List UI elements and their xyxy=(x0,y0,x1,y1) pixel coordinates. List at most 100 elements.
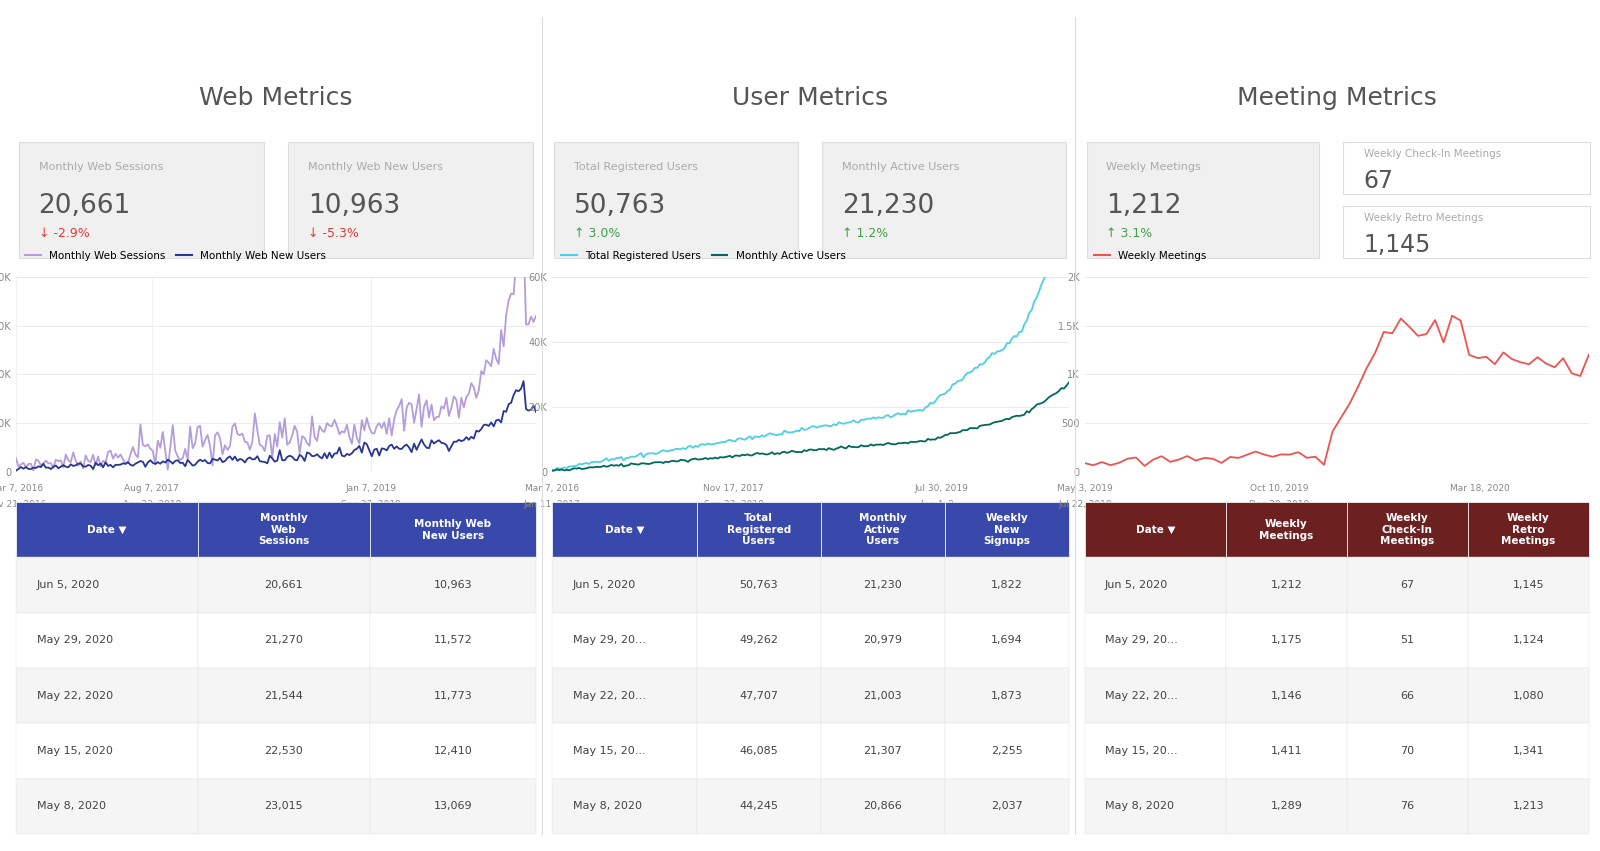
Text: 20,866: 20,866 xyxy=(864,802,902,811)
Text: Dec 29, 2019: Dec 29, 2019 xyxy=(1250,500,1310,509)
Text: 22,530: 22,530 xyxy=(264,746,302,756)
FancyBboxPatch shape xyxy=(821,502,944,557)
Text: May 29, 2020: May 29, 2020 xyxy=(37,636,114,645)
Text: 13,069: 13,069 xyxy=(434,802,472,811)
Text: 1,694: 1,694 xyxy=(990,636,1022,645)
FancyBboxPatch shape xyxy=(1467,613,1589,668)
FancyBboxPatch shape xyxy=(370,779,536,834)
FancyBboxPatch shape xyxy=(1467,779,1589,834)
Text: 51: 51 xyxy=(1400,636,1414,645)
FancyBboxPatch shape xyxy=(944,779,1069,834)
FancyBboxPatch shape xyxy=(821,668,944,723)
Text: Weekly Meetings: Weekly Meetings xyxy=(1106,162,1202,172)
FancyBboxPatch shape xyxy=(1344,206,1590,259)
Text: Meeting Metrics: Meeting Metrics xyxy=(1237,86,1437,110)
FancyBboxPatch shape xyxy=(1467,668,1589,723)
FancyBboxPatch shape xyxy=(696,502,821,557)
Text: ↓ -5.3%: ↓ -5.3% xyxy=(309,227,358,241)
FancyBboxPatch shape xyxy=(370,502,536,557)
FancyBboxPatch shape xyxy=(1347,723,1467,779)
Text: Sep 23, 2018: Sep 23, 2018 xyxy=(704,500,763,509)
FancyBboxPatch shape xyxy=(1085,557,1226,613)
Text: 67: 67 xyxy=(1363,168,1394,192)
FancyBboxPatch shape xyxy=(944,613,1069,668)
FancyBboxPatch shape xyxy=(944,557,1069,613)
Text: 1,124: 1,124 xyxy=(1512,636,1544,645)
Text: Nov 17, 2017: Nov 17, 2017 xyxy=(704,484,763,493)
FancyBboxPatch shape xyxy=(696,668,821,723)
Text: Total
Registered
Users: Total Registered Users xyxy=(726,513,790,546)
FancyBboxPatch shape xyxy=(198,613,370,668)
FancyBboxPatch shape xyxy=(16,668,198,723)
FancyBboxPatch shape xyxy=(198,502,370,557)
Text: Weekly
Check-In
Meetings: Weekly Check-In Meetings xyxy=(1381,513,1435,546)
FancyBboxPatch shape xyxy=(1347,668,1467,723)
FancyBboxPatch shape xyxy=(822,141,1066,259)
FancyBboxPatch shape xyxy=(370,668,536,723)
Text: 49,262: 49,262 xyxy=(739,636,778,645)
Text: Weekly Retro Meetings: Weekly Retro Meetings xyxy=(1363,214,1483,223)
Text: May 3, 2019: May 3, 2019 xyxy=(1058,484,1112,493)
Text: May 15, 20...: May 15, 20... xyxy=(1106,746,1178,756)
Text: 20,661: 20,661 xyxy=(38,193,131,219)
Text: 2,037: 2,037 xyxy=(990,802,1022,811)
Text: May 8, 2020: May 8, 2020 xyxy=(37,802,106,811)
FancyBboxPatch shape xyxy=(1347,779,1467,834)
Text: 44,245: 44,245 xyxy=(739,802,778,811)
FancyBboxPatch shape xyxy=(1347,502,1467,557)
Text: 11,773: 11,773 xyxy=(434,691,472,700)
Text: 21,230: 21,230 xyxy=(864,580,902,590)
Text: 1,145: 1,145 xyxy=(1512,580,1544,590)
Text: 1,411: 1,411 xyxy=(1270,746,1302,756)
FancyBboxPatch shape xyxy=(370,557,536,613)
FancyBboxPatch shape xyxy=(1467,502,1589,557)
FancyBboxPatch shape xyxy=(1085,723,1226,779)
Text: May 29, 20...: May 29, 20... xyxy=(1106,636,1178,645)
FancyBboxPatch shape xyxy=(1085,613,1226,668)
Text: Monthly Web
New Users: Monthly Web New Users xyxy=(414,519,491,540)
FancyBboxPatch shape xyxy=(944,668,1069,723)
FancyBboxPatch shape xyxy=(1085,502,1226,557)
FancyBboxPatch shape xyxy=(552,613,696,668)
FancyBboxPatch shape xyxy=(288,141,533,259)
Text: May 15, 20...: May 15, 20... xyxy=(573,746,645,756)
FancyBboxPatch shape xyxy=(696,723,821,779)
FancyBboxPatch shape xyxy=(1347,557,1467,613)
FancyBboxPatch shape xyxy=(370,723,536,779)
Text: Mar 18, 2020: Mar 18, 2020 xyxy=(1450,484,1509,493)
Text: Aug 7, 2017: Aug 7, 2017 xyxy=(125,484,179,493)
FancyBboxPatch shape xyxy=(1226,613,1347,668)
Text: 20,979: 20,979 xyxy=(864,636,902,645)
Text: 70: 70 xyxy=(1400,746,1414,756)
Text: 1,175: 1,175 xyxy=(1270,636,1302,645)
FancyBboxPatch shape xyxy=(696,557,821,613)
Text: 46,085: 46,085 xyxy=(739,746,778,756)
Text: Monthly Web New Users: Monthly Web New Users xyxy=(309,162,443,172)
Legend: Monthly Web Sessions, Monthly Web New Users: Monthly Web Sessions, Monthly Web New Us… xyxy=(21,247,330,265)
FancyBboxPatch shape xyxy=(16,723,198,779)
Text: May 22, 20...: May 22, 20... xyxy=(573,691,645,700)
FancyBboxPatch shape xyxy=(16,779,198,834)
Text: Jan 7, 2019: Jan 7, 2019 xyxy=(346,484,397,493)
Legend: Total Registered Users, Monthly Active Users: Total Registered Users, Monthly Active U… xyxy=(557,247,850,265)
Text: 2,255: 2,255 xyxy=(990,746,1022,756)
Text: Mar 7, 2016: Mar 7, 2016 xyxy=(525,484,579,493)
Text: ↑ 1.2%: ↑ 1.2% xyxy=(842,227,888,241)
Text: May 8, 2020: May 8, 2020 xyxy=(1106,802,1174,811)
FancyBboxPatch shape xyxy=(552,668,696,723)
Text: Weekly Check-In Meetings: Weekly Check-In Meetings xyxy=(1363,149,1501,158)
Text: Jun 5, 2020: Jun 5, 2020 xyxy=(1106,580,1168,590)
FancyBboxPatch shape xyxy=(1226,723,1347,779)
Text: 67: 67 xyxy=(1400,580,1414,590)
FancyBboxPatch shape xyxy=(821,779,944,834)
Text: 12,410: 12,410 xyxy=(434,746,472,756)
FancyBboxPatch shape xyxy=(1226,668,1347,723)
Text: ↑ 3.0%: ↑ 3.0% xyxy=(574,227,621,241)
Text: Monthly
Active
Users: Monthly Active Users xyxy=(859,513,907,546)
Text: 10,963: 10,963 xyxy=(434,580,472,590)
Text: Weekly
Meetings: Weekly Meetings xyxy=(1259,519,1314,540)
Text: 1,289: 1,289 xyxy=(1270,802,1302,811)
Text: User Metrics: User Metrics xyxy=(733,86,888,110)
Text: 11,572: 11,572 xyxy=(434,636,472,645)
Text: 21,307: 21,307 xyxy=(864,746,902,756)
